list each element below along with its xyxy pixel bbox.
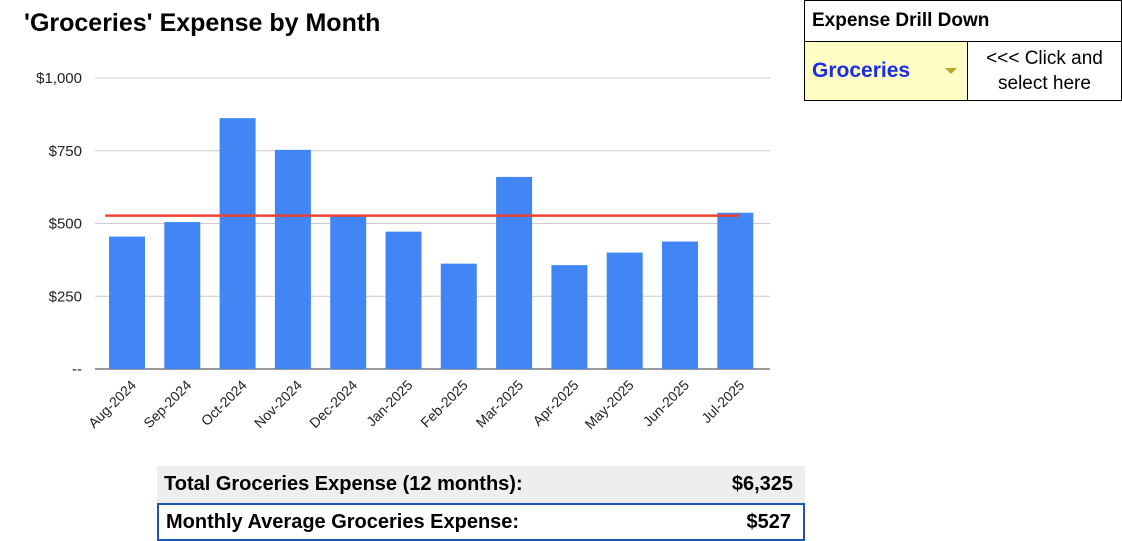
- bar-mar-2025: [496, 176, 533, 369]
- x-tick-label: Apr-2025: [529, 377, 581, 429]
- x-tick-label: Jul-2025: [698, 377, 747, 426]
- x-tick-label: Dec-2024: [306, 377, 360, 431]
- x-tick-label: Jun-2025: [640, 377, 693, 430]
- drill-down-header: Expense Drill Down: [805, 1, 1121, 42]
- selected-category: Groceries: [812, 59, 911, 82]
- chart-title: 'Groceries' Expense by Month: [24, 9, 380, 37]
- expense-summary-table: Total Groceries Expense (12 months): $6,…: [157, 466, 805, 541]
- expense-drill-down-panel: Expense Drill Down Groceries <<< Click a…: [804, 0, 1122, 101]
- x-axis-labels: Aug-2024 Sep-2024 Oct-2024 Nov-2024 Dec-2024…: [85, 377, 748, 432]
- expense-chart: 'Groceries' Expense by Month -- $250 $500 $…: [24, 9, 770, 432]
- bar-jun-2025: [662, 241, 698, 369]
- x-tick-label: Jan-2025: [363, 377, 416, 430]
- chart-gridlines: [95, 77, 770, 370]
- bar-sep-2024: [164, 222, 201, 369]
- x-tick-label: Oct-2024: [198, 377, 250, 429]
- total-expense-row: Total Groceries Expense (12 months): $6,…: [157, 466, 805, 503]
- bar-apr-2025: [551, 265, 588, 369]
- x-tick-label: Aug-2024: [85, 377, 139, 431]
- drill-down-hint: <<< Click and select here: [986, 48, 1103, 94]
- x-tick-label: May-2025: [581, 377, 636, 432]
- average-expense-label: Monthly Average Groceries Expense:: [166, 510, 520, 533]
- y-tick-label: $250: [49, 288, 82, 305]
- dropdown-arrow-icon: [945, 68, 957, 74]
- x-tick-label: Feb-2025: [417, 377, 471, 431]
- bar-aug-2024: [109, 236, 145, 369]
- category-select-dropdown[interactable]: Groceries: [805, 42, 968, 100]
- x-tick-label: Mar-2025: [473, 377, 527, 431]
- bar-oct-2024: [219, 118, 256, 370]
- y-tick-label: --: [72, 361, 82, 378]
- drill-down-row: Groceries <<< Click and select here: [805, 42, 1121, 100]
- y-tick-label: $750: [49, 143, 82, 160]
- bar-dec-2024: [330, 215, 367, 369]
- total-expense-label: Total Groceries Expense (12 months):: [164, 473, 523, 495]
- x-tick-label: Sep-2024: [140, 377, 194, 431]
- bar-feb-2025: [440, 263, 477, 369]
- bar-jul-2025: [717, 212, 754, 369]
- bar-jan-2025: [385, 231, 422, 369]
- average-expense-row[interactable]: Monthly Average Groceries Expense: $527: [157, 503, 805, 541]
- total-expense-value: $6,325: [731, 473, 793, 495]
- y-tick-label: $1,000: [36, 70, 82, 87]
- y-axis-ticks: -- $250 $500 $750 $1,000: [36, 70, 82, 378]
- y-tick-label: $500: [49, 216, 82, 233]
- x-tick-label: Nov-2024: [251, 377, 305, 431]
- bar-may-2025: [606, 252, 643, 369]
- chart-bars: [109, 118, 754, 370]
- bar-nov-2024: [274, 149, 311, 369]
- average-expense-value: $527: [746, 510, 792, 533]
